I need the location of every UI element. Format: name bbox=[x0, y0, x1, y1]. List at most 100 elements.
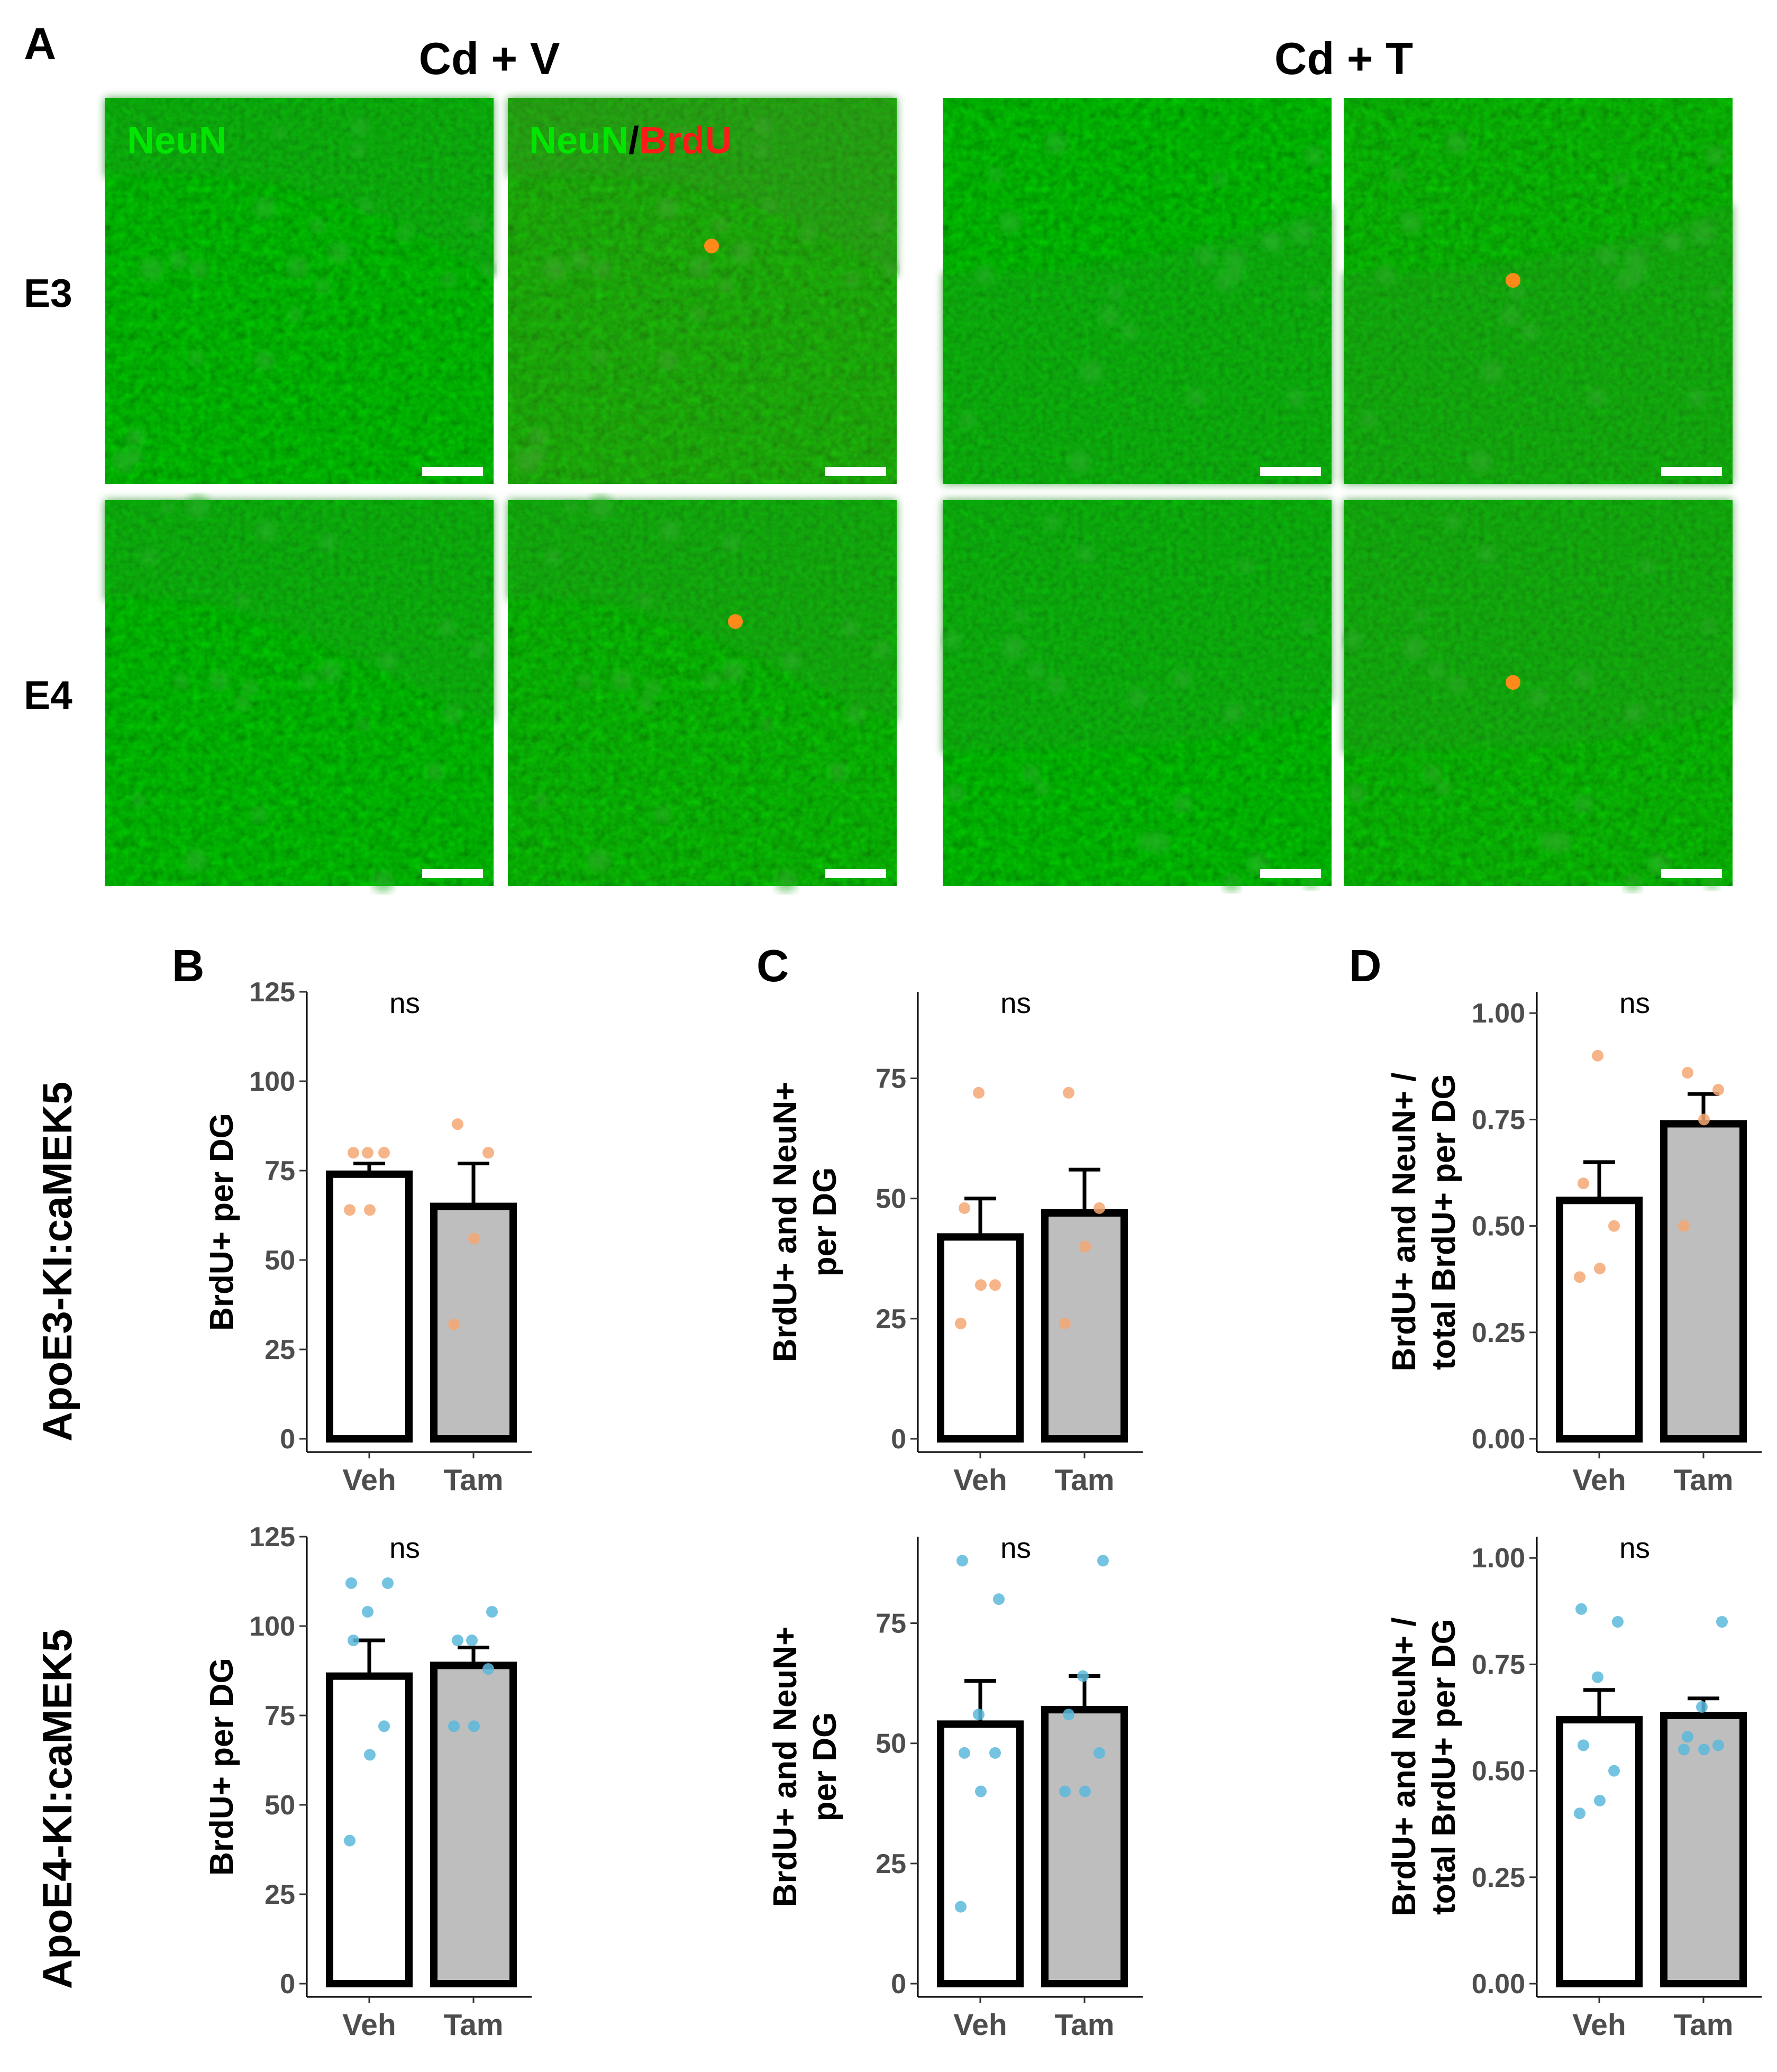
row-label-e4: E4 bbox=[24, 673, 72, 717]
data-point bbox=[989, 1279, 1001, 1291]
y-tick-label: 100 bbox=[249, 1611, 295, 1642]
scale-bar bbox=[422, 467, 483, 476]
y-axis-label: total BrdU+ per DG bbox=[1426, 1074, 1462, 1370]
channel-label-neun: NeuN bbox=[127, 120, 226, 162]
panel-label-a: A bbox=[24, 19, 56, 69]
data-point bbox=[1093, 1202, 1105, 1214]
y-tick-label: 25 bbox=[876, 1849, 906, 1879]
x-tick-label: Veh bbox=[953, 2008, 1007, 2042]
bar-tam bbox=[430, 1202, 517, 1443]
x-tick-label: Tam bbox=[1055, 1463, 1115, 1497]
data-point bbox=[973, 1709, 985, 1721]
data-point bbox=[468, 1233, 480, 1245]
data-point bbox=[1059, 1317, 1071, 1329]
y-tick-label: 0.00 bbox=[1472, 1424, 1525, 1455]
micrograph-e3-0 bbox=[105, 98, 495, 484]
bar-veh bbox=[937, 1233, 1024, 1443]
x-tick-label: Tam bbox=[1674, 2008, 1734, 2042]
data-point bbox=[1578, 1739, 1589, 1751]
data-point bbox=[344, 1834, 356, 1847]
data-point bbox=[1594, 1263, 1606, 1275]
chart-b-apoe3: 0 25 50 75 100 125 Veh Tam ns BrdU+ per DG bbox=[204, 977, 532, 1497]
scale-bar bbox=[1661, 467, 1722, 476]
y-axis-label: per DG bbox=[807, 1167, 843, 1277]
bar-tam bbox=[1041, 1209, 1128, 1443]
data-point bbox=[382, 1577, 394, 1589]
y-tick-label: 75 bbox=[265, 1156, 295, 1186]
scale-bar bbox=[1260, 467, 1321, 476]
x-tick-label: Tam bbox=[1055, 2008, 1115, 2042]
data-point bbox=[1574, 1271, 1585, 1283]
data-point bbox=[959, 1747, 970, 1759]
data-point bbox=[452, 1635, 463, 1647]
y-tick-label: 0.50 bbox=[1472, 1756, 1525, 1787]
data-point bbox=[1574, 1808, 1585, 1820]
data-point bbox=[1592, 1671, 1603, 1683]
scale-bar bbox=[825, 467, 886, 476]
data-point bbox=[364, 1204, 376, 1216]
data-point bbox=[1594, 1794, 1606, 1806]
y-axis-label: BrdU+ and NeuN+ bbox=[767, 1627, 804, 1907]
brdu-positive-cell bbox=[1506, 675, 1520, 690]
panel-label-b: B bbox=[172, 941, 204, 991]
chart-d-apoe4: 0.00 0.25 0.50 0.75 1.00 Veh Tam ns BrdU+ and Ne… bbox=[1386, 1531, 1762, 2042]
y-tick-label: 50 bbox=[265, 1790, 295, 1821]
data-point bbox=[344, 1204, 356, 1216]
x-tick-label: Tam bbox=[444, 2008, 504, 2042]
y-tick-label: 1.00 bbox=[1472, 998, 1525, 1029]
x-tick-label: Veh bbox=[342, 1463, 396, 1497]
y-tick-label: 75 bbox=[876, 1609, 906, 1639]
y-tick-label: 125 bbox=[249, 977, 295, 1008]
micrograph-e4-1 bbox=[508, 495, 897, 892]
brdu-positive-cell bbox=[1506, 273, 1520, 288]
y-tick-label: 50 bbox=[265, 1245, 295, 1276]
y-tick-label: 25 bbox=[876, 1304, 906, 1335]
micrograph-e3-1 bbox=[508, 98, 898, 484]
data-point bbox=[378, 1147, 390, 1159]
data-point bbox=[362, 1147, 373, 1159]
data-point bbox=[448, 1318, 460, 1330]
data-point bbox=[378, 1720, 390, 1732]
significance-label: ns bbox=[1619, 987, 1650, 1019]
y-tick-label: 100 bbox=[249, 1066, 295, 1097]
y-tick-label: 0.00 bbox=[1472, 1969, 1525, 2000]
bar-charts: 0 25 50 75 100 125 Veh Tam ns BrdU+ per DG 0 25 50 75… bbox=[204, 977, 1762, 2042]
y-axis-label: per DG bbox=[807, 1712, 843, 1822]
y-tick-label: 25 bbox=[265, 1879, 295, 1910]
data-point bbox=[1612, 1615, 1624, 1628]
bar-tam bbox=[1660, 1120, 1747, 1443]
data-point bbox=[1712, 1084, 1724, 1096]
column-title-cd-t: Cd + T bbox=[1274, 34, 1413, 84]
x-tick-label: Tam bbox=[444, 1463, 504, 1497]
data-point bbox=[975, 1279, 987, 1291]
y-tick-label: 0 bbox=[891, 1969, 906, 2000]
data-point bbox=[1077, 1670, 1089, 1682]
y-tick-label: 0.25 bbox=[1472, 1318, 1525, 1348]
scale-bar bbox=[1260, 869, 1321, 878]
data-point bbox=[959, 1202, 970, 1214]
data-point bbox=[362, 1605, 373, 1618]
y-tick-label: 0.75 bbox=[1472, 1649, 1525, 1680]
data-point bbox=[1578, 1178, 1589, 1190]
bar-veh bbox=[326, 1672, 413, 1987]
bar-veh bbox=[937, 1720, 1024, 1987]
panel-label-c: C bbox=[757, 941, 789, 991]
data-point bbox=[348, 1635, 359, 1647]
micrograph-e3-2 bbox=[943, 98, 1332, 484]
scale-bar bbox=[825, 869, 886, 878]
y-tick-label: 75 bbox=[876, 1064, 906, 1094]
y-tick-label: 50 bbox=[876, 1184, 906, 1215]
data-point bbox=[1678, 1220, 1690, 1232]
chart-d-apoe3: 0.00 0.25 0.50 0.75 1.00 Veh Tam ns BrdU+ and Ne… bbox=[1386, 987, 1762, 1497]
y-tick-label: 50 bbox=[876, 1729, 906, 1759]
micrograph-e4-2 bbox=[942, 500, 1332, 892]
micrograph-e4-0 bbox=[105, 495, 494, 892]
chart-c-apoe4: 0 25 50 75 Veh Tam ns BrdU+ and NeuN+ per DG bbox=[767, 1531, 1143, 2042]
panel-label-d: D bbox=[1349, 941, 1381, 991]
data-point bbox=[1079, 1785, 1091, 1797]
micrograph-e3-3 bbox=[1344, 98, 1733, 484]
data-point bbox=[448, 1720, 460, 1732]
x-tick-label: Veh bbox=[1572, 2008, 1626, 2042]
significance-label: ns bbox=[1000, 987, 1031, 1019]
